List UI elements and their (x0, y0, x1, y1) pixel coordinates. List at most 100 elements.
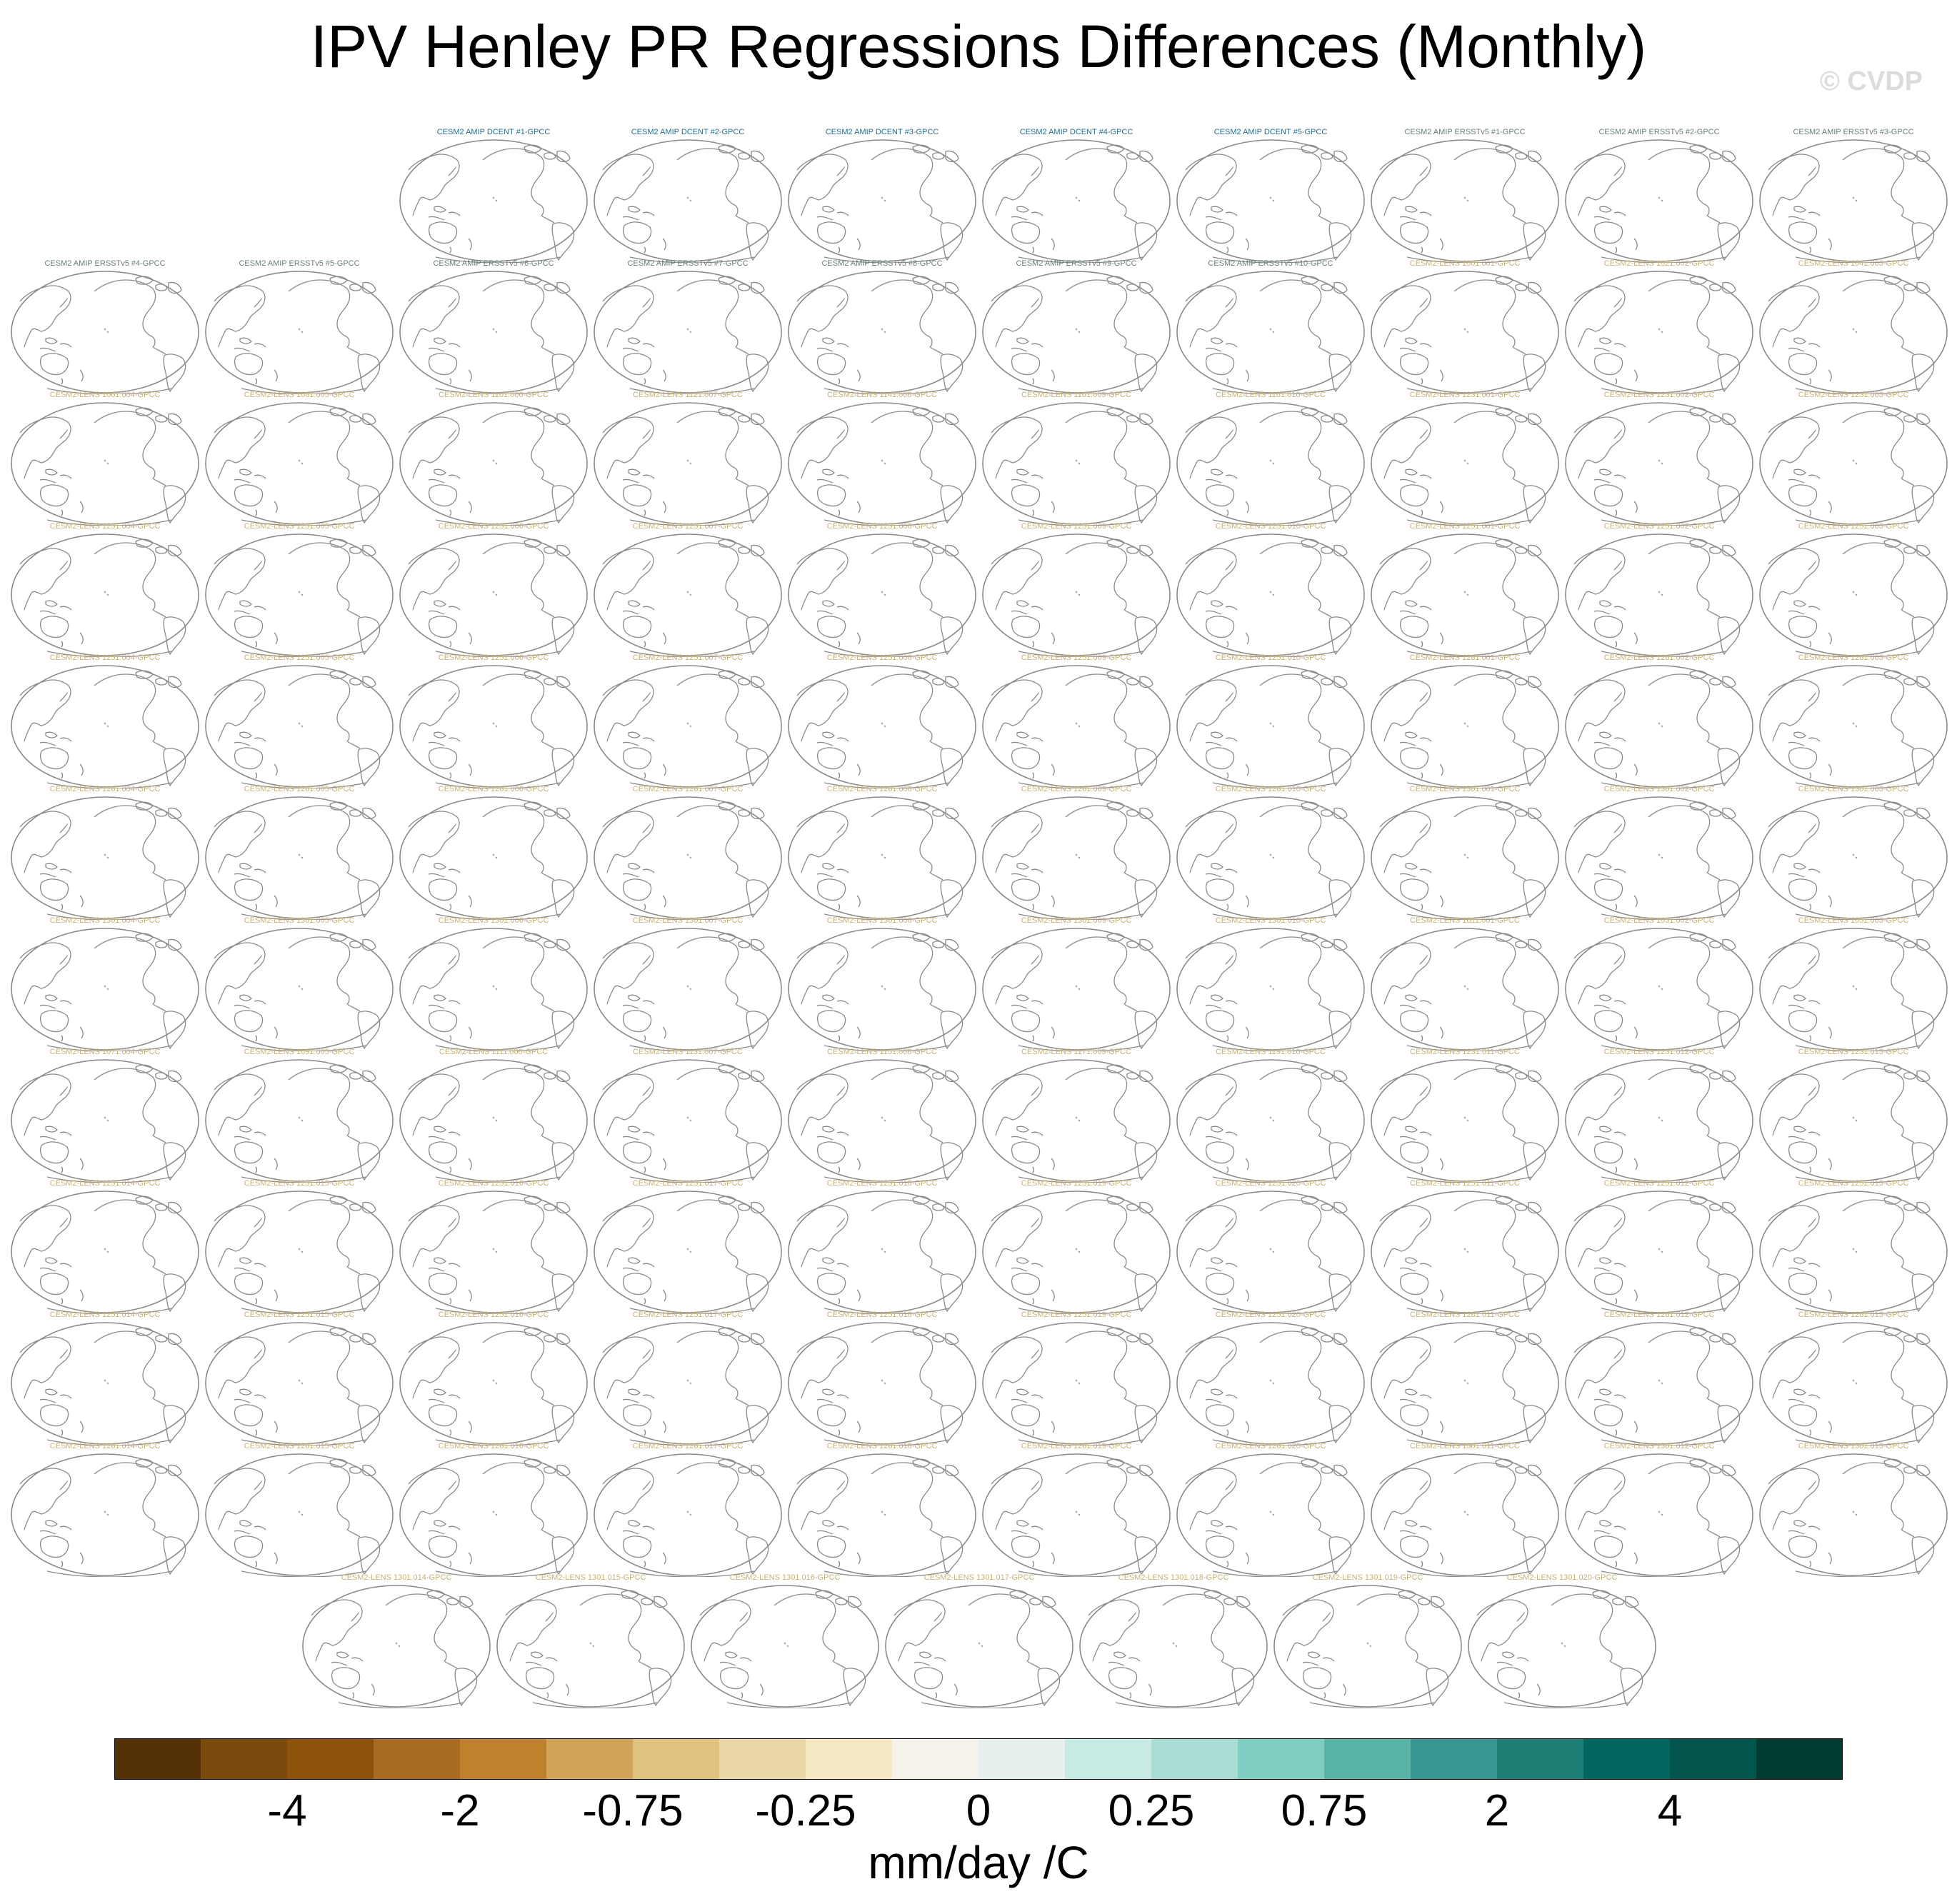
map-panel-title: CESM2-LENS 1281.006-GPCC (438, 785, 549, 793)
globe-map (884, 1584, 1074, 1708)
map-panel-title: CESM2-LENS 1231.013-GPCC (1798, 1048, 1909, 1056)
colorbar-tick-label: 2 (1484, 1786, 1510, 1835)
map-panel-title: CESM2-LENS 1151.008-GPCC (827, 1048, 937, 1056)
map-panel-title: CESM2-LENS 1301.016-GPCC (729, 1573, 841, 1582)
map-panel-title: CESM2-LENS 1231.009-GPCC (1021, 522, 1132, 531)
map-panel: CESM2 AMIP ERSSTv5 #4-GPCC (10, 259, 200, 394)
colorbar-box (287, 1738, 374, 1780)
globe-map (981, 401, 1171, 526)
map-panel-title: CESM2-LENS 1171.009-GPCC (1021, 1048, 1131, 1056)
map-panel: CESM2 AMIP ERSSTv5 #7-GPCC (593, 259, 783, 394)
map-panel-title: CESM2-LENS 1231.008-GPCC (826, 522, 938, 531)
map-panel-title: CESM2-LENS 1281.005-GPCC (244, 785, 355, 793)
map-panel: CESM2-LENS 1231.011-GPCC (1370, 1047, 1560, 1183)
map-panel: CESM2-LENS 1251.016-GPCC (399, 1310, 589, 1445)
map-panel-grid: CESM2 AMIP DCENT #1-GPCC CESM2 AMIP DCENT… (0, 127, 1957, 1728)
map-panel: CESM2-LENS 1071.004-GPCC (10, 1047, 200, 1183)
map-panel: CESM2 AMIP ERSSTv5 #8-GPCC (787, 259, 977, 394)
map-panel-title: CESM2-LENS 1251.013-GPCC (1798, 1179, 1909, 1188)
map-panel-title: CESM2 AMIP ERSSTv5 #6-GPCC (433, 259, 554, 268)
map-panel: CESM2-LENS 1251.008-GPCC (787, 653, 977, 788)
globe-map (1564, 1453, 1754, 1577)
map-panel: CESM2-LENS 1231.020-GPCC (1176, 1178, 1366, 1314)
globe-map (399, 1321, 589, 1445)
map-panel-title: CESM2-LENS 1301.019-GPCC (1312, 1573, 1423, 1582)
globe-map (1564, 1321, 1754, 1445)
map-panel: CESM2 AMIP ERSSTv5 #6-GPCC (399, 259, 589, 394)
map-panel-title: CESM2-LENS 1131.007-GPCC (633, 1048, 743, 1056)
globe-map (787, 796, 977, 920)
map-panel-title: CESM2 AMIP DCENT #5-GPCC (1213, 128, 1328, 136)
globe-map (1176, 927, 1366, 1051)
map-panel-title: CESM2-LENS 1231.012-GPCC (1603, 1048, 1715, 1056)
map-panel-title: CESM2-LENS 1041.003-GPCC (1798, 259, 1909, 268)
map-panel: CESM2 AMIP ERSSTv5 #10-GPCC (1176, 259, 1366, 394)
map-panel-title: CESM2-LENS 1231.019-GPCC (1021, 1179, 1132, 1188)
map-panel: CESM2-LENS 1121.007-GPCC (593, 390, 783, 526)
map-panel-title: CESM2-LENS 1231.004-GPCC (49, 522, 161, 531)
map-panel-title: CESM2-LENS 1191.010-GPCC (1216, 1048, 1326, 1056)
globe-map (10, 270, 200, 394)
globe-map (1370, 664, 1560, 788)
colorbar-box (114, 1738, 201, 1780)
colorbar-box (1497, 1738, 1583, 1780)
globe-map (399, 796, 589, 920)
map-panel-title: CESM2-LENS 1251.015-GPCC (244, 1311, 355, 1319)
map-panel: CESM2-LENS 1031.002-GPCC (1564, 916, 1754, 1051)
map-panel: CESM2-LENS 1281.013-GPCC (1758, 1310, 1948, 1445)
globe-map (1564, 796, 1754, 920)
map-panel-title: CESM2-LENS 1061.004-GPCC (49, 391, 161, 399)
map-panel: CESM2-LENS 1231.012-GPCC (1564, 1047, 1754, 1183)
map-panel: CESM2-LENS 1251.006-GPCC (399, 653, 589, 788)
map-panel-title: CESM2-LENS 1281.011-GPCC (1410, 1311, 1520, 1319)
map-panel-title: CESM2-LENS 1301.008-GPCC (826, 916, 938, 925)
map-panel-title: CESM2-LENS 1281.015-GPCC (244, 1442, 355, 1450)
map-panel: CESM2-LENS 1301.006-GPCC (399, 916, 589, 1051)
map-panel-title: CESM2-LENS 1301.006-GPCC (438, 916, 549, 925)
map-panel: CESM2-LENS 1281.019-GPCC (981, 1441, 1171, 1577)
colorbar-box (1151, 1738, 1238, 1780)
map-panel: CESM2 AMIP DCENT #3-GPCC (787, 127, 977, 263)
globe-map (787, 139, 977, 263)
globe-map (981, 1453, 1171, 1577)
map-panel-title: CESM2-LENS 1301.012-GPCC (1603, 1442, 1715, 1450)
map-panel: CESM2-LENS 1251.001-GPCC (1370, 521, 1560, 657)
globe-map (981, 270, 1171, 394)
colorbar-box (1238, 1738, 1324, 1780)
colorbar-box (1411, 1738, 1497, 1780)
map-panel: CESM2-LENS 1251.010-GPCC (1176, 653, 1366, 788)
map-panel-title: CESM2-LENS 1141.008-GPCC (827, 391, 937, 399)
map-panel-title: CESM2-LENS 1231.001-GPCC (1409, 391, 1521, 399)
map-panel: CESM2-LENS 1161.009-GPCC (981, 390, 1171, 526)
map-panel: CESM2 AMIP DCENT #2-GPCC (593, 127, 783, 263)
map-panel-title: CESM2-LENS 1251.009-GPCC (1021, 653, 1132, 662)
map-panel-title: CESM2 AMIP ERSSTv5 #1-GPCC (1404, 128, 1526, 136)
map-panel: CESM2-LENS 1281.010-GPCC (1176, 784, 1366, 920)
map-panel-title: CESM2-LENS 1301.002-GPCC (1603, 785, 1715, 793)
map-panel-title: CESM2-LENS 1051.003-GPCC (1798, 916, 1909, 925)
globe-map (981, 927, 1171, 1051)
globe-map (1370, 1058, 1560, 1183)
map-panel: CESM2-LENS 1301.016-GPCC (690, 1573, 880, 1708)
map-panel-title: CESM2 AMIP DCENT #4-GPCC (1019, 128, 1133, 136)
globe-map (1564, 664, 1754, 788)
map-panel: CESM2-LENS 1041.003-GPCC (1758, 259, 1948, 394)
map-panel: CESM2-LENS 1281.006-GPCC (399, 784, 589, 920)
colorbar-box (1670, 1738, 1756, 1780)
globe-map (1176, 533, 1366, 657)
globe-map (399, 1058, 589, 1183)
map-panel: CESM2 AMIP ERSSTv5 #3-GPCC (1758, 127, 1948, 263)
map-panel-title: CESM2-LENS 1231.017-GPCC (632, 1179, 744, 1188)
map-panel-title: CESM2-LENS 1231.016-GPCC (438, 1179, 549, 1188)
globe-map (1370, 1453, 1560, 1577)
map-panel: CESM2-LENS 1231.008-GPCC (787, 521, 977, 657)
map-panel-title: CESM2-LENS 1231.020-GPCC (1215, 1179, 1326, 1188)
map-panel-title: CESM2-LENS 1011.001-GPCC (1410, 916, 1520, 925)
globe-map (593, 927, 783, 1051)
colorbar-tick-label: 4 (1657, 1786, 1683, 1835)
globe-map (787, 927, 977, 1051)
colorbar-box (546, 1738, 633, 1780)
map-panel-title: CESM2-LENS 1251.004-GPCC (49, 653, 161, 662)
globe-map (1176, 1453, 1366, 1577)
map-panel-title: CESM2-LENS 1111.006-GPCC (439, 1048, 549, 1056)
